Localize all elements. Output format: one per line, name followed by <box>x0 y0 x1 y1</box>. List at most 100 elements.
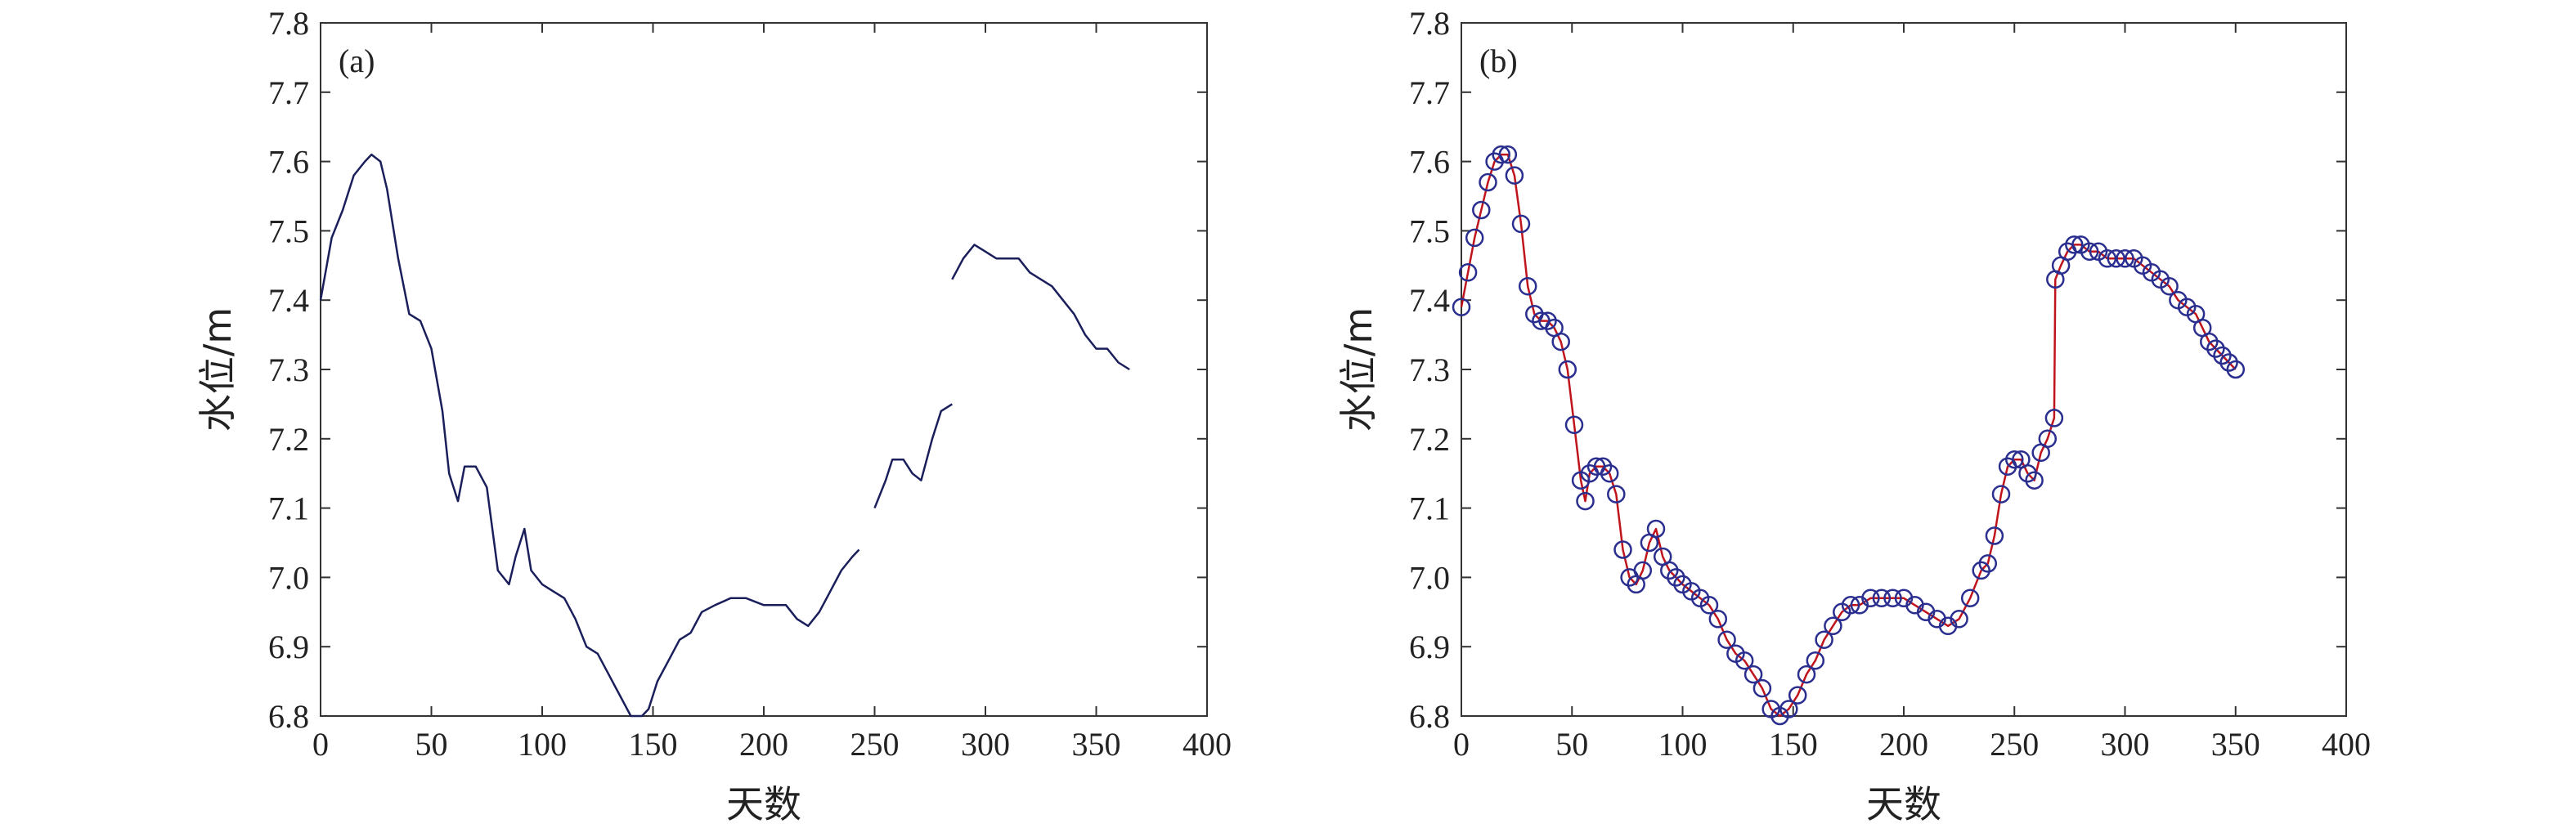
x-tick-label: 150 <box>1769 726 1818 763</box>
data-point <box>1518 276 1537 296</box>
data-point <box>2116 249 2134 268</box>
y-tick-label: 7.1 <box>268 490 309 527</box>
x-tick-label: 400 <box>2322 726 2371 763</box>
x-tick-label: 100 <box>518 726 567 763</box>
y-tick-label: 6.8 <box>268 698 309 735</box>
data-point <box>1511 214 1531 234</box>
x-tick-label: 0 <box>312 726 329 763</box>
chart-panel-a: 0 50 100 150 200 250 300 350 400 6.8 6.9 7.0 7.1 7.2 7… <box>195 5 1232 826</box>
data-point <box>1458 263 1478 282</box>
data-point <box>1600 463 1619 483</box>
x-tick-label: 200 <box>739 726 788 763</box>
y-tick-label: 7.7 <box>1409 74 1450 111</box>
x-tick-label: 50 <box>415 726 448 763</box>
data-point <box>1558 360 1577 379</box>
data-point <box>1551 332 1570 351</box>
y-tick-label: 7.2 <box>1409 421 1450 458</box>
series-line-segment-1 <box>319 153 860 718</box>
data-point <box>1883 589 1902 608</box>
data-point <box>1472 200 1491 220</box>
y-tick-label: 7.5 <box>1409 213 1450 249</box>
data-point <box>1660 561 1679 580</box>
y-tick-label: 7.8 <box>1409 5 1450 42</box>
data-point <box>1972 561 1990 580</box>
data-point <box>2098 249 2117 268</box>
series-line <box>1460 153 2237 718</box>
data-point <box>1788 686 1807 705</box>
panel-label: (a) <box>339 43 375 79</box>
data-point <box>2080 242 2099 262</box>
data-point <box>1667 568 1685 587</box>
y-tick-label: 7.6 <box>1409 144 1450 181</box>
y-tick-label: 7.8 <box>268 5 309 42</box>
data-point <box>1479 172 1497 192</box>
y-tick-label: 7.0 <box>268 559 309 596</box>
series-line-segment-3 <box>951 244 1130 371</box>
data-point <box>1633 561 1653 580</box>
data-point <box>1779 700 1798 718</box>
data-point <box>1841 596 1860 615</box>
data-point <box>1613 540 1632 559</box>
data-point <box>2005 450 2024 469</box>
y-tick-label: 7.4 <box>1409 282 1450 319</box>
y-tick-label: 7.0 <box>1409 559 1450 596</box>
y-axis-label: 水位/m <box>1336 307 1380 432</box>
x-tick-label: 300 <box>961 726 1010 763</box>
data-point <box>1985 526 2004 545</box>
data-point <box>1505 166 1524 185</box>
data-point <box>2226 360 2246 379</box>
x-tick-label: 50 <box>1555 726 1588 763</box>
x-axis-label: 天数 <box>1866 782 1941 826</box>
data-point <box>2044 409 2064 427</box>
data-point <box>1806 651 1825 670</box>
y-tick-label: 7.6 <box>268 144 309 181</box>
x-axis-label: 天数 <box>726 782 801 826</box>
data-point <box>2065 235 2084 254</box>
data-point <box>1735 651 1754 670</box>
data-point <box>1815 630 1833 649</box>
x-tick-label: 250 <box>850 726 900 763</box>
y-tick-label: 6.8 <box>1409 698 1450 735</box>
data-point <box>1978 554 1998 573</box>
y-tick-label: 7.5 <box>268 213 309 249</box>
x-tick-label: 300 <box>2101 726 2150 763</box>
data-point <box>1744 665 1763 684</box>
y-tick-label: 7.7 <box>268 74 309 111</box>
data-point <box>2213 346 2232 365</box>
x-tick-label: 350 <box>1072 726 1121 763</box>
x-tick-label: 250 <box>1990 726 2039 763</box>
data-point <box>1708 610 1728 629</box>
data-point <box>1593 457 1613 476</box>
y-tick-label: 6.9 <box>268 629 309 665</box>
data-point <box>2219 353 2238 372</box>
panel-label: (b) <box>1479 43 1518 79</box>
data-point <box>1452 298 1471 316</box>
x-tick-label: 0 <box>1453 726 1470 763</box>
data-point <box>1564 415 1584 435</box>
data-point <box>1797 665 1816 684</box>
data-point <box>2107 249 2125 268</box>
data-point <box>2160 276 2179 296</box>
data-point <box>1607 485 1626 504</box>
data-point <box>1646 519 1666 539</box>
data-point <box>1699 596 1719 615</box>
y-tick-label: 7.2 <box>268 421 309 458</box>
x-tick-label: 400 <box>1183 726 1232 763</box>
data-point <box>1498 145 1518 164</box>
plot-frame <box>1461 22 2347 717</box>
data-point <box>1538 311 1557 330</box>
data-point <box>2038 429 2058 449</box>
data-point <box>1576 491 1595 511</box>
data-point <box>2206 339 2225 358</box>
y-tick-label: 7.3 <box>268 351 309 388</box>
plot-frame <box>320 22 1208 717</box>
y-axis-label: 水位/m <box>195 307 240 432</box>
y-tick-label: 7.4 <box>268 282 309 319</box>
y-tick-label: 6.9 <box>1409 629 1450 665</box>
x-tick-label: 150 <box>629 726 678 763</box>
x-tick-label: 350 <box>2211 726 2260 763</box>
y-tick-label: 7.1 <box>1409 490 1450 527</box>
series-line-segment-2 <box>873 403 953 509</box>
data-point <box>1950 610 1968 629</box>
